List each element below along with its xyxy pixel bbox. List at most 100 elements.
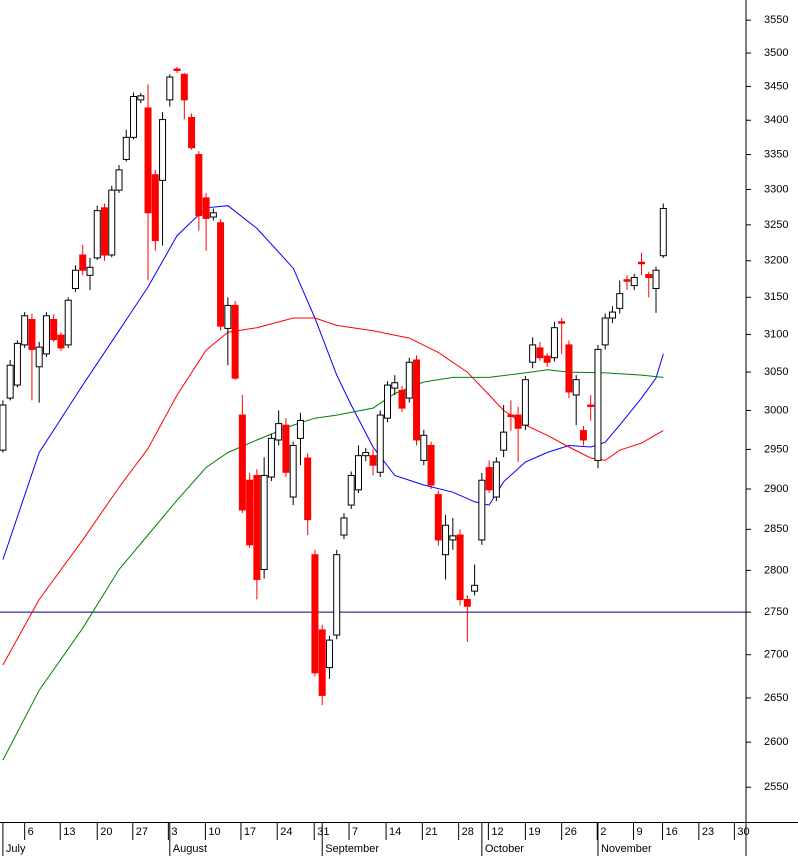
candle-body xyxy=(311,554,319,674)
candle-body xyxy=(463,599,471,607)
candle-body xyxy=(79,254,87,271)
moving-average-line xyxy=(2,317,664,666)
candle-body xyxy=(652,269,660,289)
candle-body xyxy=(282,424,290,473)
candle-body xyxy=(71,269,79,289)
candle-body xyxy=(173,68,181,71)
candle-body xyxy=(253,474,261,580)
x-tick-label: 26 xyxy=(565,826,577,838)
candle-body xyxy=(645,274,653,279)
y-tick-label: 3000 xyxy=(764,404,788,416)
candle-body xyxy=(115,169,123,191)
x-tick-label: 30 xyxy=(737,826,749,838)
candle-body xyxy=(420,434,428,461)
x-tick-label: 9 xyxy=(637,826,643,838)
candle-body xyxy=(384,384,392,419)
y-tick-label: 2850 xyxy=(764,523,788,535)
candle-body xyxy=(594,348,602,461)
candle-body xyxy=(28,318,36,350)
candle-body xyxy=(304,457,312,521)
y-tick-label: 2550 xyxy=(764,781,788,793)
x-tick-label: 19 xyxy=(528,826,540,838)
y-tick-label: 2700 xyxy=(764,649,788,661)
candle-body xyxy=(224,304,232,329)
candle-body xyxy=(579,430,587,441)
candle-body xyxy=(57,334,65,349)
candle-body xyxy=(456,534,464,601)
x-tick-label: 3 xyxy=(171,826,177,838)
y-tick-label: 2800 xyxy=(764,564,788,576)
candle-body xyxy=(630,277,638,287)
candle-body xyxy=(188,117,196,149)
x-tick-label: 12 xyxy=(491,826,503,838)
candle-body xyxy=(217,222,225,327)
candle-body xyxy=(108,189,116,256)
candle-body xyxy=(362,452,370,457)
candle-body xyxy=(492,461,500,498)
candle-body xyxy=(347,474,355,506)
x-tick-label: 20 xyxy=(100,826,112,838)
candle-body xyxy=(13,342,21,386)
x-tick-label: 21 xyxy=(425,826,437,838)
candle-body xyxy=(93,210,101,259)
x-tick-label: 31 xyxy=(317,826,329,838)
candle-body xyxy=(434,494,442,541)
candle-body xyxy=(572,379,580,396)
candle-body xyxy=(449,535,457,541)
candle-body xyxy=(507,414,515,418)
candle-body xyxy=(0,404,7,451)
moving-average-line xyxy=(2,369,664,761)
plot-area xyxy=(0,66,746,761)
candle-body xyxy=(130,96,138,138)
candle-body xyxy=(543,355,551,363)
x-tick-label: 28 xyxy=(462,826,474,838)
candle-body xyxy=(398,389,406,409)
candle-body xyxy=(500,431,508,451)
candle-body xyxy=(180,73,188,101)
candle-body xyxy=(238,414,246,511)
y-tick-label: 3350 xyxy=(764,148,788,160)
y-tick-label: 2600 xyxy=(764,736,788,748)
candle-body xyxy=(376,414,384,473)
candle-body xyxy=(616,293,624,309)
x-tick-label: 24 xyxy=(280,826,292,838)
candle-body xyxy=(151,174,159,242)
x-tick-label: 7 xyxy=(352,826,358,838)
candle-body xyxy=(325,639,333,669)
candle-body xyxy=(231,304,239,379)
x-tick-label: 6 xyxy=(28,826,34,838)
month-label: October xyxy=(485,843,524,855)
candle-body xyxy=(536,347,544,359)
candle-body xyxy=(195,154,203,217)
y-tick-label: 2900 xyxy=(764,483,788,495)
candle-body xyxy=(144,107,152,214)
x-tick-label: 23 xyxy=(702,826,714,838)
candle-body xyxy=(471,584,479,592)
candle-body xyxy=(50,318,58,341)
candle-body xyxy=(587,404,595,408)
candle-body xyxy=(608,311,616,319)
candle-body xyxy=(659,208,667,257)
month-label: July xyxy=(6,843,26,855)
candle-body xyxy=(6,364,14,399)
candle-body xyxy=(260,474,268,571)
candle-body xyxy=(340,517,348,536)
y-tick-label: 3200 xyxy=(764,255,788,267)
candle-body xyxy=(318,629,326,696)
candle-body xyxy=(405,361,413,399)
candle-body xyxy=(275,423,283,441)
candle-body xyxy=(369,455,377,466)
candle-body xyxy=(159,119,167,181)
candle-body xyxy=(64,299,72,346)
x-tick-label: 16 xyxy=(666,826,678,838)
candle-body xyxy=(246,479,254,546)
candle-body xyxy=(354,455,362,491)
y-tick-label: 3500 xyxy=(764,47,788,59)
candle-body xyxy=(137,95,145,101)
candle-body xyxy=(623,279,631,282)
month-label: September xyxy=(325,843,379,855)
candle-body xyxy=(333,554,341,636)
y-tick-label: 3450 xyxy=(764,80,788,92)
candle-body xyxy=(42,315,50,355)
